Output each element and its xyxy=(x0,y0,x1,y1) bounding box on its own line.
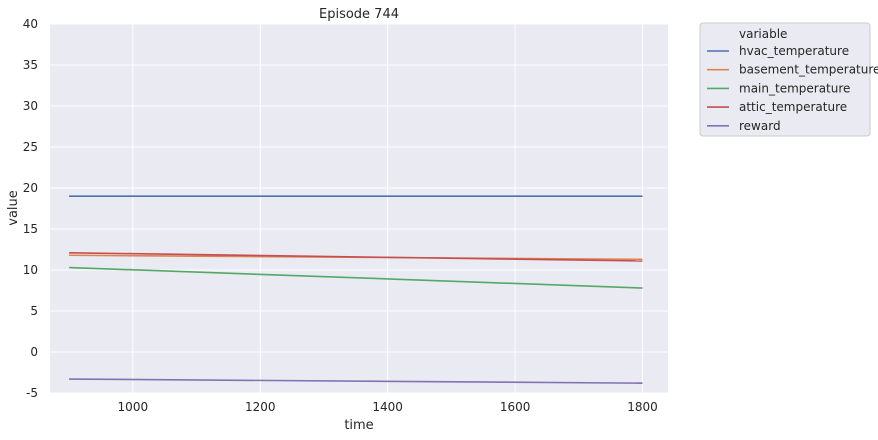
x-tick-label: 1600 xyxy=(500,400,531,414)
chart-title: Episode 744 xyxy=(319,7,399,22)
x-tick-label: 1000 xyxy=(118,400,149,414)
y-tick-label: 25 xyxy=(23,140,38,154)
y-tick-label: 0 xyxy=(30,345,38,359)
y-tick-label: 30 xyxy=(23,99,38,113)
grid-lines xyxy=(50,23,668,394)
legend-label-basement_temperature: basement_temperature xyxy=(739,63,878,77)
y-tick-label: 10 xyxy=(23,263,38,277)
series-line-main_temperature xyxy=(69,266,643,289)
x-tick-label: 1200 xyxy=(245,400,276,414)
plot-area xyxy=(50,24,668,393)
legend-label-attic_temperature: attic_temperature xyxy=(739,100,847,114)
legend-label-hvac_temperature: hvac_temperature xyxy=(739,44,849,58)
y-tick-label: 40 xyxy=(23,17,38,31)
y-tick-label: 5 xyxy=(30,304,38,318)
legend-title: variable xyxy=(739,27,787,41)
x-axis-label: time xyxy=(344,418,373,433)
y-tick-label: 35 xyxy=(23,58,38,72)
y-tick-label: -5 xyxy=(26,386,38,400)
legend-label-main_temperature: main_temperature xyxy=(739,81,850,95)
x-tick-labels: 1000 1200 1400 1600 1800 xyxy=(118,400,658,414)
y-axis-label: value xyxy=(6,190,21,226)
legend: variable hvac_temperature basement_temper… xyxy=(699,22,878,137)
x-tick-label: 1400 xyxy=(372,400,403,414)
y-tick-label: 20 xyxy=(23,181,38,195)
x-tick-label: 1800 xyxy=(627,400,658,414)
legend-box xyxy=(699,22,871,137)
series-lines xyxy=(69,195,643,384)
series-line-attic_temperature xyxy=(69,251,643,262)
legend-label-reward: reward xyxy=(739,119,781,133)
y-tick-labels: -5 0 5 10 15 20 25 30 35 40 xyxy=(23,17,38,400)
series-line-reward xyxy=(69,378,643,384)
y-tick-label: 15 xyxy=(23,222,38,236)
